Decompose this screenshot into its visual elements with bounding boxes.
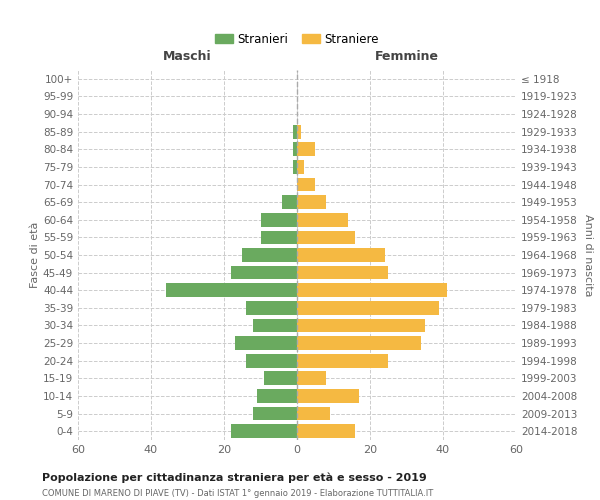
Bar: [232, 424, 297, 438]
Bar: [297, 142, 315, 156]
Bar: [297, 301, 439, 314]
Bar: [166, 284, 297, 297]
Bar: [242, 248, 297, 262]
Text: Maschi: Maschi: [163, 50, 212, 62]
Bar: [297, 284, 446, 297]
Bar: [297, 178, 315, 192]
Legend: Stranieri, Straniere: Stranieri, Straniere: [210, 28, 384, 50]
Bar: [283, 196, 297, 209]
Bar: [297, 336, 421, 350]
Bar: [257, 389, 297, 403]
Bar: [297, 318, 425, 332]
Bar: [235, 336, 297, 350]
Bar: [232, 266, 297, 280]
Bar: [297, 196, 326, 209]
Bar: [297, 160, 304, 174]
Bar: [293, 142, 297, 156]
Bar: [297, 372, 326, 385]
Bar: [297, 389, 359, 403]
Bar: [293, 160, 297, 174]
Bar: [253, 406, 297, 420]
Bar: [260, 213, 297, 226]
Bar: [264, 372, 297, 385]
Bar: [297, 406, 330, 420]
Bar: [253, 318, 297, 332]
Bar: [260, 230, 297, 244]
Bar: [246, 354, 297, 368]
Y-axis label: Anni di nascita: Anni di nascita: [583, 214, 593, 296]
Bar: [293, 125, 297, 138]
Text: COMUNE DI MARENO DI PIAVE (TV) - Dati ISTAT 1° gennaio 2019 - Elaborazione TUTTI: COMUNE DI MARENO DI PIAVE (TV) - Dati IS…: [42, 489, 433, 498]
Bar: [297, 354, 388, 368]
Text: Popolazione per cittadinanza straniera per età e sesso - 2019: Popolazione per cittadinanza straniera p…: [42, 472, 427, 483]
Bar: [297, 266, 388, 280]
Bar: [297, 230, 355, 244]
Bar: [297, 213, 348, 226]
Bar: [297, 424, 355, 438]
Bar: [297, 125, 301, 138]
Y-axis label: Fasce di età: Fasce di età: [30, 222, 40, 288]
Bar: [246, 301, 297, 314]
Bar: [297, 248, 385, 262]
Text: Femmine: Femmine: [374, 50, 439, 62]
